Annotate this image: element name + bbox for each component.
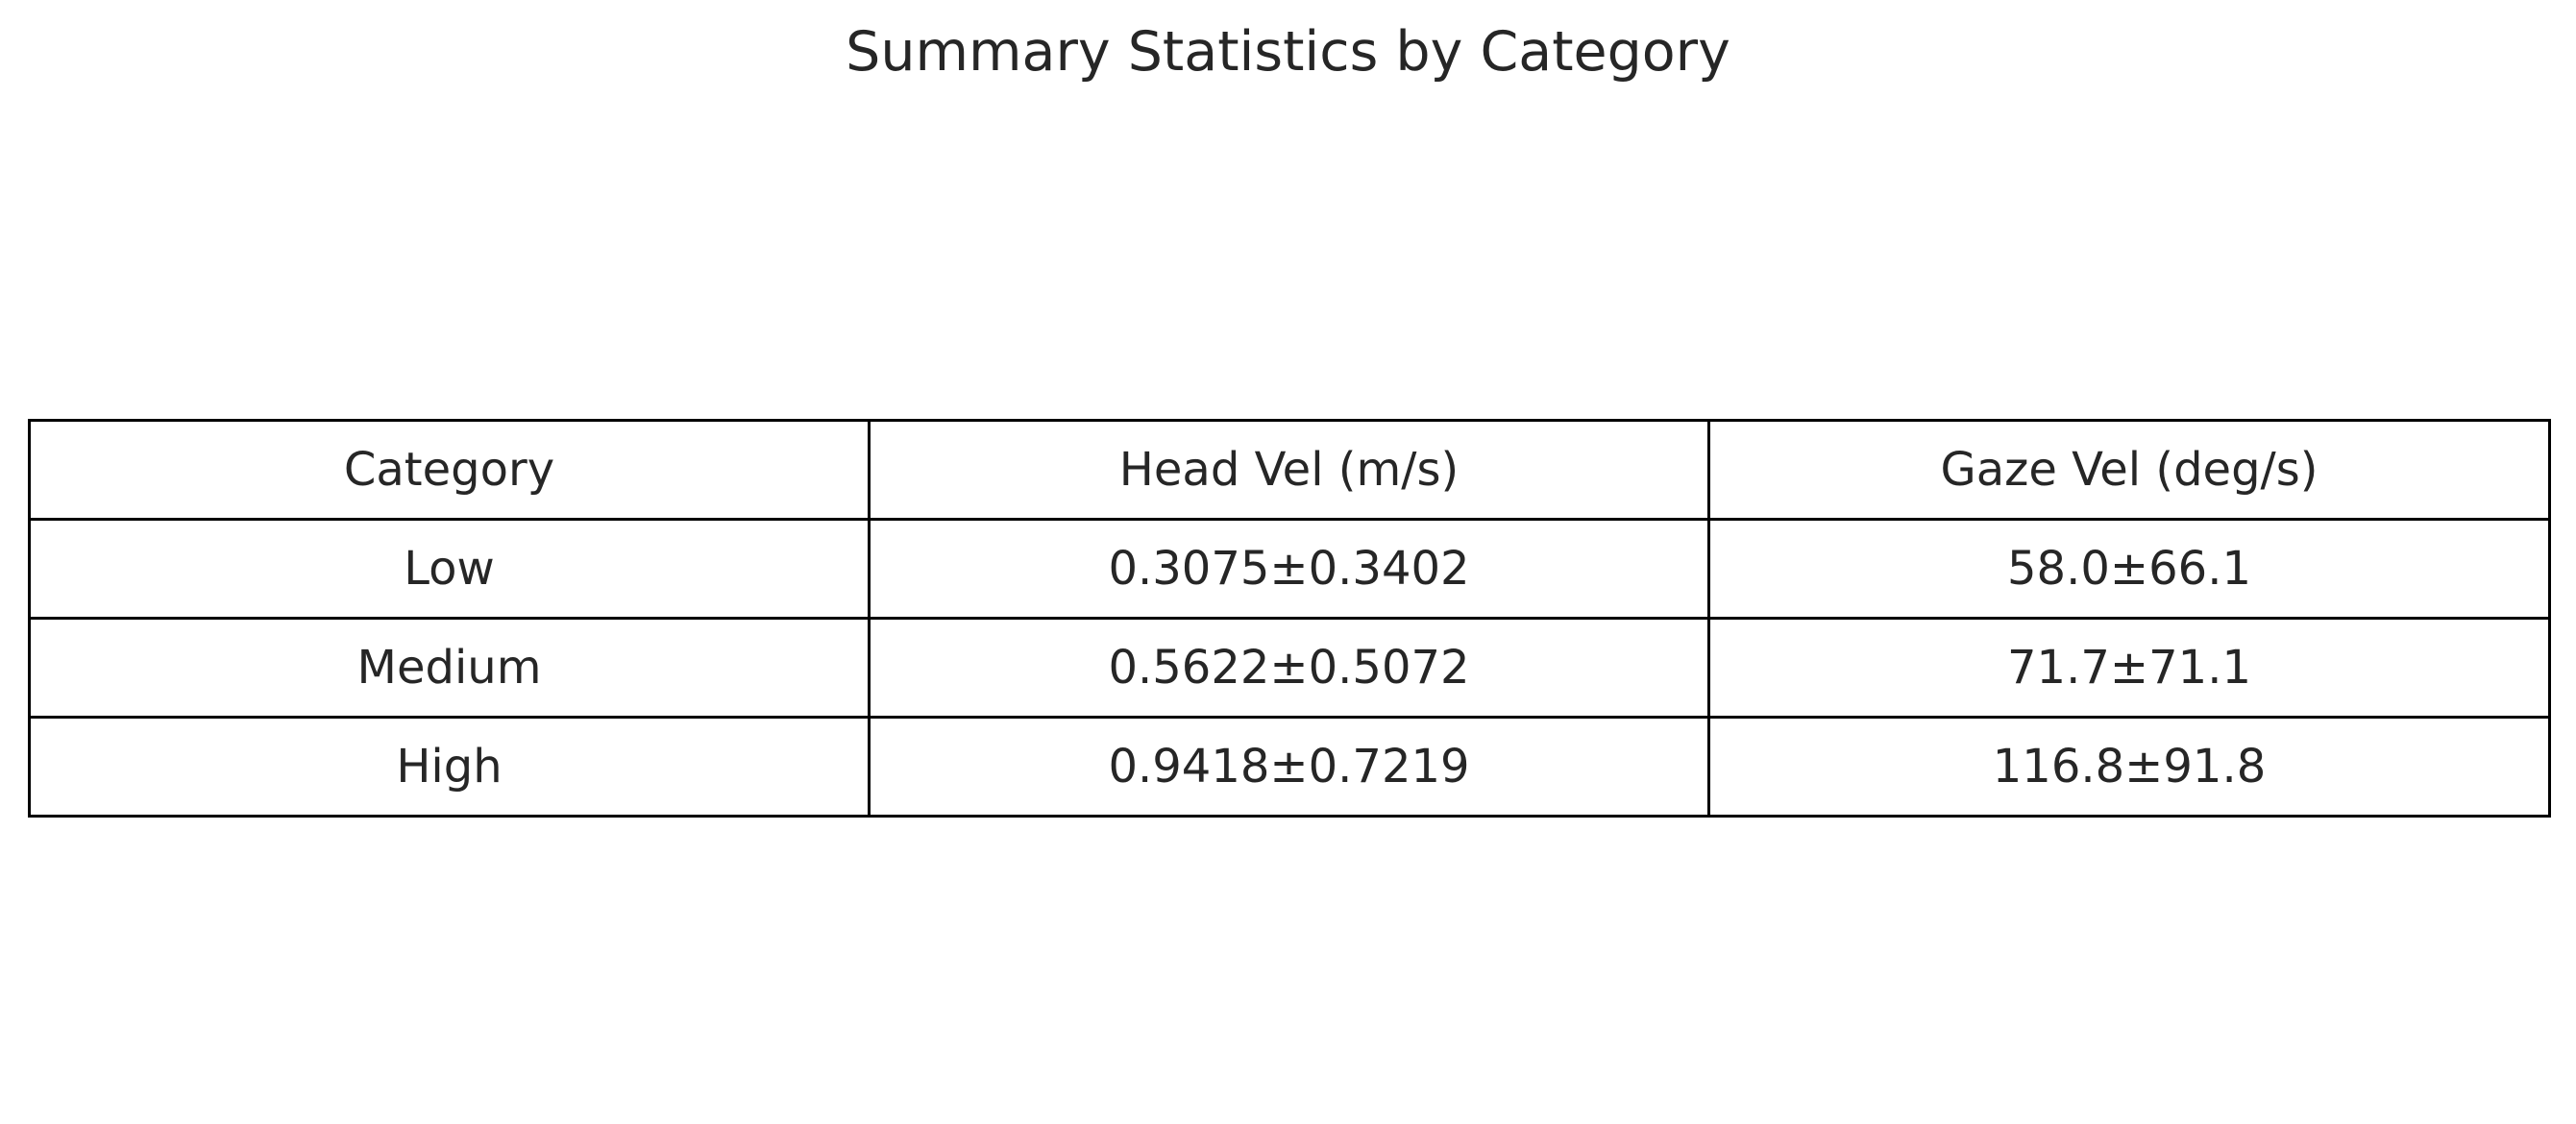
cell-head-vel: 0.9418±0.7219: [868, 716, 1710, 818]
column-header-head-vel: Head Vel (m/s): [868, 419, 1710, 521]
cell-category: Low: [28, 518, 871, 620]
table-row: Medium 0.5622±0.5072 71.7±71.1: [28, 617, 2551, 719]
cell-category: High: [28, 716, 871, 818]
column-header-gaze-vel: Gaze Vel (deg/s): [1707, 419, 2551, 521]
cell-gaze-vel: 58.0±66.1: [1707, 518, 2551, 620]
cell-category: Medium: [28, 617, 871, 719]
table-row: Low 0.3075±0.3402 58.0±66.1: [28, 518, 2551, 620]
cell-gaze-vel: 116.8±91.8: [1707, 716, 2551, 818]
table-row: High 0.9418±0.7219 116.8±91.8: [28, 716, 2551, 818]
cell-gaze-vel: 71.7±71.1: [1707, 617, 2551, 719]
summary-table: Category Head Vel (m/s) Gaze Vel (deg/s)…: [28, 419, 2551, 818]
column-header-category: Category: [28, 419, 871, 521]
table-header-row: Category Head Vel (m/s) Gaze Vel (deg/s): [28, 419, 2551, 521]
chart-title: Summary Statistics by Category: [846, 20, 1730, 84]
cell-head-vel: 0.5622±0.5072: [868, 617, 1710, 719]
cell-head-vel: 0.3075±0.3402: [868, 518, 1710, 620]
